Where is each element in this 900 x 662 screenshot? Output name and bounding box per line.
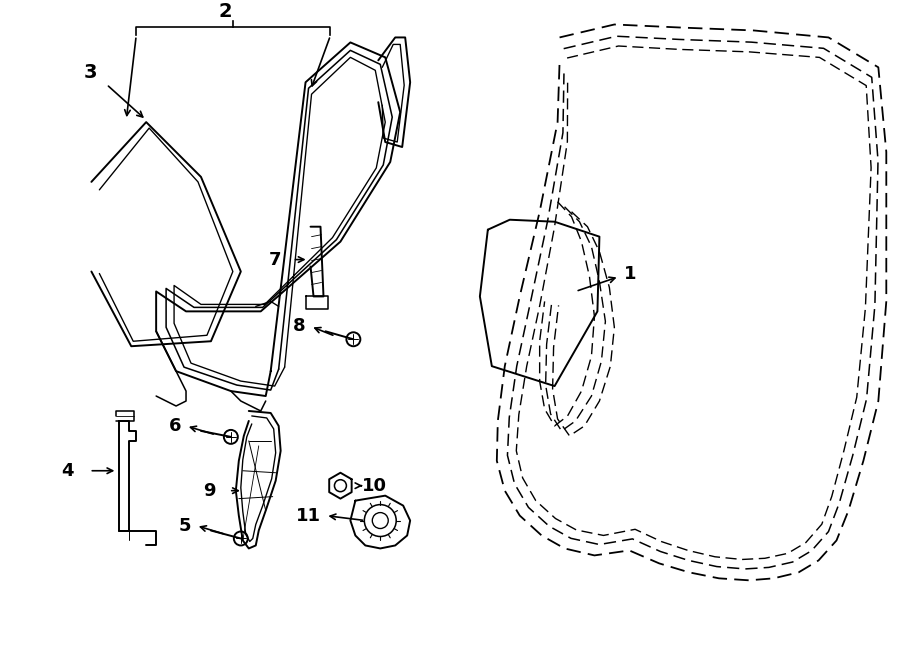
Text: 8: 8 — [292, 317, 306, 336]
Text: 11: 11 — [295, 506, 320, 524]
Text: 9: 9 — [203, 482, 216, 500]
Text: 2: 2 — [218, 2, 231, 21]
Text: 6: 6 — [168, 417, 181, 435]
Text: 10: 10 — [363, 477, 387, 495]
Text: 5: 5 — [178, 516, 191, 534]
Text: 7: 7 — [269, 251, 281, 269]
Text: 4: 4 — [61, 462, 74, 480]
Text: 1: 1 — [625, 265, 637, 283]
Text: 3: 3 — [84, 63, 97, 82]
